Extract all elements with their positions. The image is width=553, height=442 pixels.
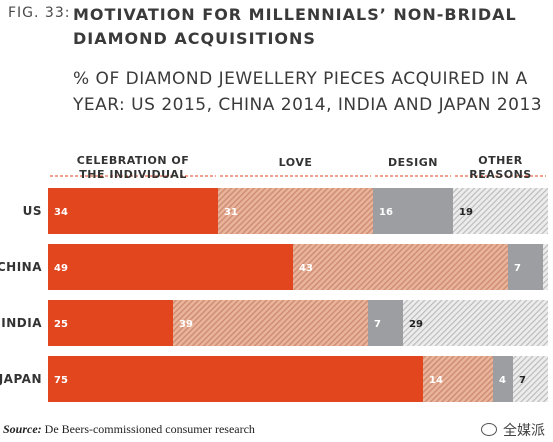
bar-china-design — [508, 244, 543, 290]
bar-india-other — [403, 300, 548, 346]
row-label-india: INDIA — [1, 316, 42, 330]
bar-india-celebration — [48, 300, 173, 346]
value-label-china-design: 7 — [514, 263, 521, 274]
value-label-china-love: 43 — [299, 263, 313, 274]
header-celebration-line-1: CELEBRATION OF — [77, 154, 189, 167]
figure-label: FIG. 33: — [8, 5, 71, 21]
chart-title: MOTIVATION FOR MILLENNIALS’ NON-BRIDAL D… — [73, 5, 517, 48]
header-celebration-line-2: THE INDIVIDUAL — [79, 168, 186, 181]
bar-japan-other — [513, 356, 548, 402]
bar-china-celebration — [48, 244, 293, 290]
value-label-japan-love: 14 — [429, 375, 443, 386]
row-label-china: CHINA — [0, 260, 42, 274]
value-label-japan-celebration: 75 — [54, 375, 68, 386]
bar-india-love — [173, 300, 368, 346]
bar-us-celebration — [48, 188, 218, 234]
watermark: 全媒派 — [481, 420, 545, 440]
bar-japan-celebration — [48, 356, 423, 402]
bar-japan-design — [493, 356, 513, 402]
source-prefix: Source: — [3, 422, 42, 436]
watermark-text: 全媒派 — [503, 423, 545, 439]
bar-us-love — [218, 188, 373, 234]
value-label-india-love: 39 — [179, 319, 193, 330]
value-label-india-celebration: 25 — [54, 319, 68, 330]
source-text: De Beers-commissioned consumer research — [41, 422, 255, 436]
chart-subtitle: % OF DIAMOND JEWELLERY PIECES ACQUIRED I… — [73, 69, 543, 115]
bar-india-design — [368, 300, 403, 346]
source-note: Source: De Beers-commissioned consumer r… — [3, 422, 255, 437]
value-label-us-love: 31 — [224, 207, 238, 218]
value-label-us-other: 19 — [459, 207, 473, 218]
value-label-japan-design: 4 — [499, 375, 506, 386]
value-label-us-celebration: 34 — [54, 207, 68, 218]
header-other-line-2: REASONS — [469, 168, 531, 181]
bar-us-design — [373, 188, 453, 234]
header-design-line-1: DESIGN — [388, 156, 438, 169]
row-label-us: US — [23, 204, 42, 218]
header-love-line-1: LOVE — [279, 156, 313, 169]
bars: US34311619CHINA494371INDIA2539729JAPAN75… — [0, 188, 553, 402]
bar-japan-love — [423, 356, 493, 402]
wechat-icon — [481, 423, 497, 436]
bar-us-other — [453, 188, 548, 234]
value-label-china-celebration: 49 — [54, 263, 68, 274]
row-label-japan: JAPAN — [0, 372, 42, 386]
header-other-line-1: OTHER — [478, 154, 523, 167]
bar-china-love — [293, 244, 508, 290]
value-label-japan-other: 7 — [519, 375, 526, 386]
value-label-us-design: 16 — [379, 207, 393, 218]
bar-china-other — [543, 244, 548, 290]
value-label-india-other: 29 — [409, 319, 423, 330]
value-label-india-design: 7 — [374, 319, 381, 330]
